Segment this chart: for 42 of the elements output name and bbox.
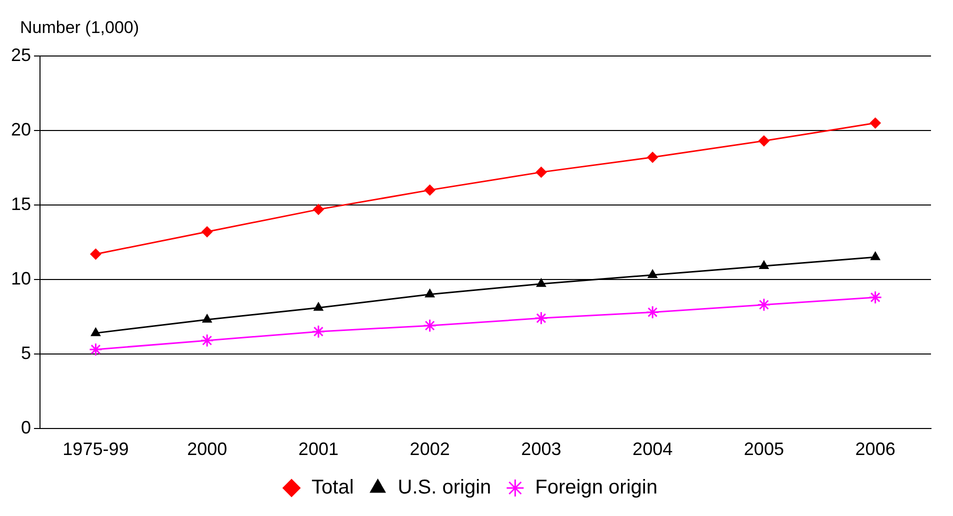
point (870, 118, 881, 129)
point (202, 226, 213, 238)
point (648, 269, 658, 278)
point (757, 298, 771, 312)
point (88, 342, 102, 356)
legend-label: Foreign origin (535, 476, 658, 499)
point (536, 166, 547, 178)
x-tick-label: 2003 (521, 439, 562, 460)
point (314, 302, 324, 311)
x-tick-label: 2001 (298, 439, 338, 460)
point (534, 311, 548, 325)
point (870, 252, 880, 260)
x-tick-label: 2005 (744, 439, 784, 460)
y-tick-label: 10 (10, 268, 32, 288)
point (312, 324, 326, 338)
point (647, 152, 658, 163)
y-tick-label: 0 (21, 417, 32, 438)
point (312, 204, 324, 215)
x-tick-label: 2004 (632, 439, 673, 460)
point (90, 248, 102, 260)
y-axis-title: Number (1,000) (20, 18, 140, 38)
point (200, 334, 214, 348)
point (868, 290, 882, 304)
point (758, 135, 770, 146)
point (202, 314, 212, 323)
x-tick-label: 2000 (187, 439, 228, 460)
y-tick-label: 15 (10, 194, 32, 214)
point (759, 260, 769, 270)
point (424, 184, 436, 196)
point (536, 278, 546, 287)
point (90, 328, 101, 336)
y-tick-label: 5 (21, 342, 32, 363)
x-tick-label: 2006 (855, 439, 896, 460)
x-tick-label: 1975-99 (62, 439, 129, 460)
point (424, 288, 435, 298)
point (646, 305, 660, 319)
x-tick-label: 2002 (410, 439, 450, 460)
y-tick-label: 20 (10, 119, 32, 140)
legend-label: U.S. origin (398, 476, 492, 499)
legend-label: Total (312, 476, 354, 499)
point (423, 318, 437, 332)
y-tick-label: 25 (10, 44, 32, 65)
